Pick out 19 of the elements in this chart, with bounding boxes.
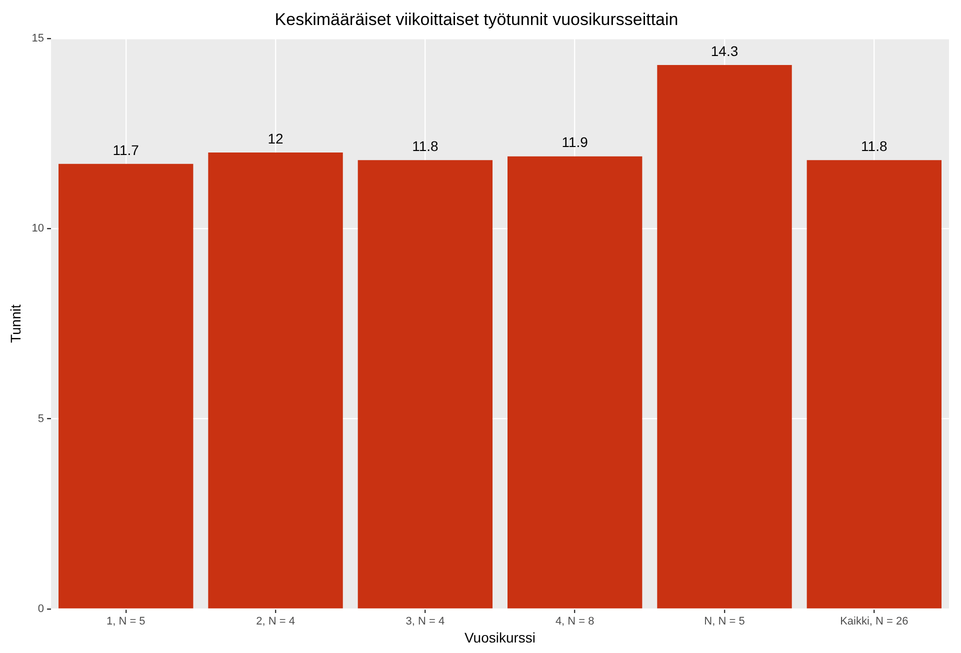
y-tick-label: 5 [38, 412, 44, 425]
y-tick-label: 10 [32, 222, 44, 235]
x-axis-title: Vuosikurssi [464, 629, 536, 646]
y-axis-title: Tunnit [7, 304, 24, 343]
x-tick-label: N, N = 5 [704, 616, 745, 628]
x-tick-label: Kaikki, N = 26 [840, 616, 908, 628]
x-tick-label: 2, N = 4 [256, 616, 295, 628]
data-label: 12 [268, 130, 284, 146]
data-label: 14.3 [710, 42, 738, 59]
data-label: 11.8 [861, 138, 888, 154]
x-tick-label: 4, N = 8 [555, 616, 594, 628]
y-tick-label: 0 [38, 603, 44, 616]
x-tick-label: 1, N = 5 [106, 616, 146, 628]
data-label: 11.7 [112, 142, 140, 158]
chart-title: Keskimääräiset viikoittaiset työtunnit vuosikursseittain [274, 10, 678, 29]
y-tick-label: 15 [32, 32, 44, 44]
data-label: 11.8 [412, 138, 438, 154]
data-label: 11.9 [562, 134, 588, 150]
x-tick-label: 3, N = 4 [406, 616, 445, 628]
